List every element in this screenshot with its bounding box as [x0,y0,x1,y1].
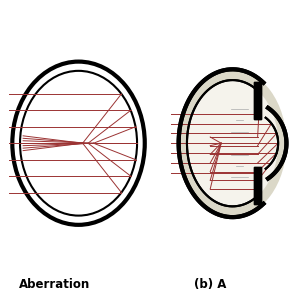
Text: Aberration: Aberration [18,278,90,291]
Ellipse shape [187,80,278,206]
Ellipse shape [12,62,145,225]
Text: (b) A: (b) A [194,278,226,291]
Ellipse shape [179,69,286,217]
